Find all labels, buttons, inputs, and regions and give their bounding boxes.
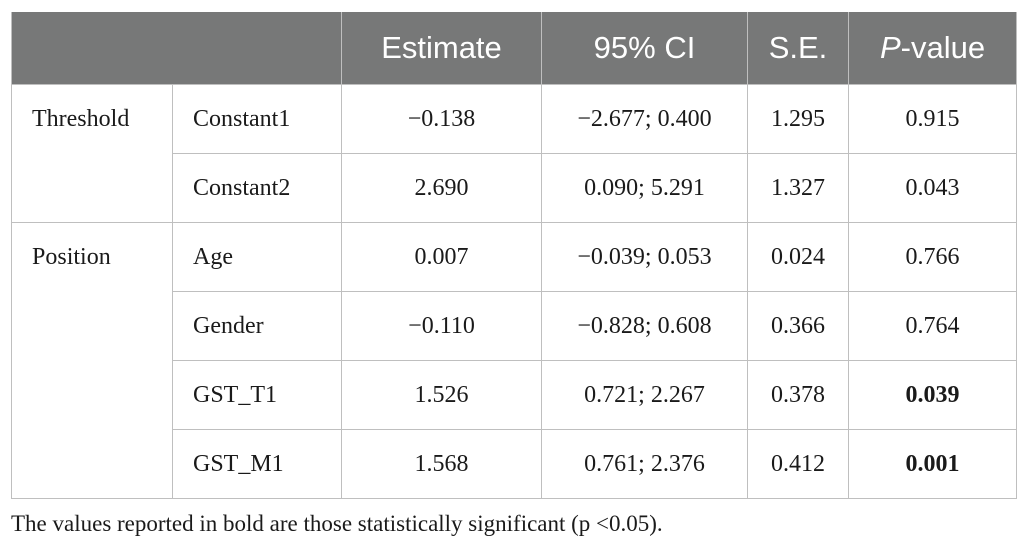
table-header: Estimate 95% CI S.E. P-value [11,12,1017,85]
header-group-cell [11,12,173,85]
row-se: 1.295 [747,84,849,154]
row-variable: GST_M1 [172,429,342,499]
row-variable: Constant1 [172,84,342,154]
table-row: Gender −0.110 −0.828; 0.608 0.366 0.764 [11,291,1017,361]
row-ci: 0.761; 2.376 [541,429,748,499]
header-p-value: P-value [848,12,1017,85]
row-group [11,360,173,430]
row-ci: −0.828; 0.608 [541,291,748,361]
header-p-rest: -value [900,30,986,65]
row-p-value: 0.043 [848,153,1017,223]
row-estimate: −0.138 [341,84,542,154]
table-row: GST_M1 1.568 0.761; 2.376 0.412 0.001 [11,429,1017,499]
row-group [11,291,173,361]
results-table: Estimate 95% CI S.E. P-value Threshold C… [11,12,1017,499]
row-ci: 0.090; 5.291 [541,153,748,223]
row-ci: 0.721; 2.267 [541,360,748,430]
row-group [11,153,173,223]
row-ci: −0.039; 0.053 [541,222,748,292]
row-variable: Constant2 [172,153,342,223]
row-estimate: −0.110 [341,291,542,361]
row-p-value: 0.764 [848,291,1017,361]
results-table-container: Estimate 95% CI S.E. P-value Threshold C… [11,12,1017,499]
row-estimate: 0.007 [341,222,542,292]
row-p-value: 0.766 [848,222,1017,292]
row-se: 0.412 [747,429,849,499]
row-variable: Gender [172,291,342,361]
header-se: S.E. [747,12,849,85]
table-footnote: The values reported in bold are those st… [11,511,663,536]
header-estimate: Estimate [341,12,542,85]
row-estimate: 1.526 [341,360,542,430]
row-se: 0.378 [747,360,849,430]
row-ci: −2.677; 0.400 [541,84,748,154]
row-p-value-significant: 0.039 [848,360,1017,430]
row-p-value: 0.915 [848,84,1017,154]
table-row: Constant2 2.690 0.090; 5.291 1.327 0.043 [11,153,1017,223]
table-row: Threshold Constant1 −0.138 −2.677; 0.400… [11,84,1017,154]
row-estimate: 2.690 [341,153,542,223]
row-group: Threshold [11,84,173,154]
row-estimate: 1.568 [341,429,542,499]
row-se: 0.366 [747,291,849,361]
header-variable-cell [172,12,342,85]
row-variable: GST_T1 [172,360,342,430]
row-group [11,429,173,499]
row-variable: Age [172,222,342,292]
row-group: Position [11,222,173,292]
header-p-italic: P [879,30,901,65]
row-p-value-significant: 0.001 [848,429,1017,499]
row-se: 0.024 [747,222,849,292]
header-ci: 95% CI [541,12,748,85]
row-se: 1.327 [747,153,849,223]
table-row: GST_T1 1.526 0.721; 2.267 0.378 0.039 [11,360,1017,430]
table-row: Position Age 0.007 −0.039; 0.053 0.024 0… [11,222,1017,292]
header-row: Estimate 95% CI S.E. P-value [11,12,1017,85]
table-body: Threshold Constant1 −0.138 −2.677; 0.400… [11,84,1017,499]
